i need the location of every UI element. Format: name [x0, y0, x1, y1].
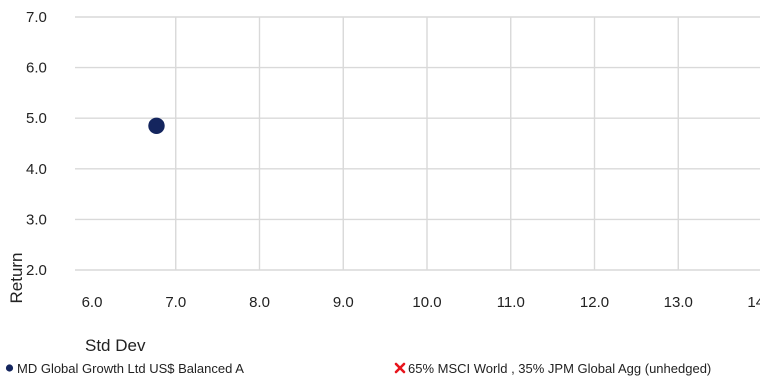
x-tick-label: 7.0 [165, 294, 186, 311]
x-tick-label: 6.0 [82, 294, 103, 311]
legend-cross-marker [394, 362, 406, 374]
x-axis-label: Std Dev [85, 336, 146, 355]
grid [75, 16, 760, 271]
legend: MD Global Growth Ltd US$ Balanced A 65% … [5, 361, 711, 376]
data-point [148, 117, 165, 134]
x-tick-label: 10.0 [412, 294, 441, 311]
x-tick-label: 11.0 [497, 294, 525, 311]
legend-label-benchmark: 65% MSCI World , 35% JPM Global Agg (unh… [408, 361, 711, 376]
y-tick-label: 5.0 [26, 110, 47, 127]
x-tick-label: 9.0 [333, 294, 354, 311]
x-tick-label: 8.0 [249, 294, 270, 311]
y-axis-label: Return [7, 252, 26, 303]
x-tick-label: 12.0 [580, 294, 609, 311]
y-tick-label: 4.0 [26, 161, 47, 178]
y-tick-label: 3.0 [26, 211, 47, 228]
x-tick-label: 13.0 [664, 294, 693, 311]
x-tick-label: 14.0 [747, 294, 760, 311]
data-points [148, 117, 165, 134]
y-tick-label: 2.0 [26, 262, 47, 279]
y-tick-label: 7.0 [26, 9, 47, 26]
legend-circle-marker [5, 364, 14, 372]
y-tick-label: 6.0 [26, 60, 47, 77]
legend-label-fund: MD Global Growth Ltd US$ Balanced A [17, 361, 244, 376]
tick-labels: 6.0 7.0 8.0 9.0 10.0 11.0 12.0 13.0 14.0 7.0 6.0 5.… [26, 9, 760, 311]
